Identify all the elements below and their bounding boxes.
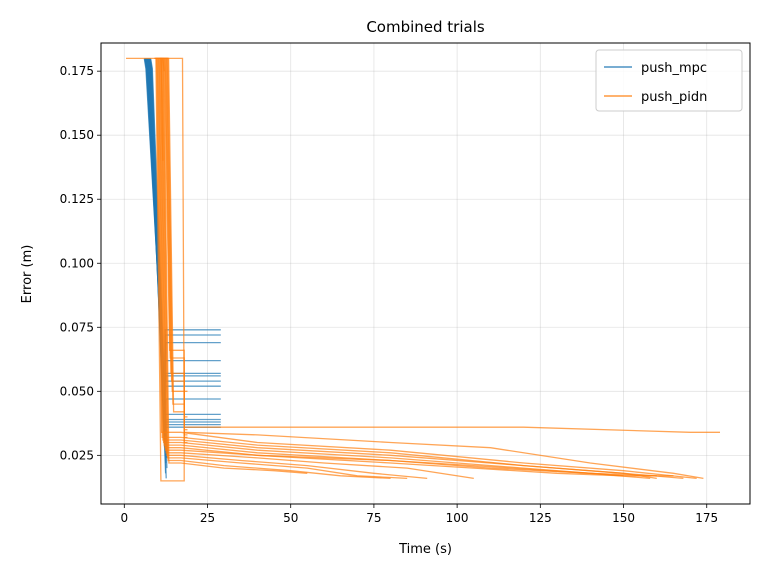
y-tick-label: 0.175	[60, 64, 94, 78]
legend-box	[595, 49, 743, 112]
trial-line	[160, 57, 165, 72]
axes-frame	[100, 42, 751, 505]
y-tick-label: 0.100	[60, 256, 94, 270]
chart-title: Combined trials	[366, 18, 485, 36]
trial-line	[156, 57, 657, 480]
y-axis-label: Error (m)	[20, 245, 35, 304]
y-tick-label: 0.125	[60, 192, 94, 206]
trial-line	[154, 57, 704, 482]
ticks: 0 25 50 75 100 125 150 175 0.025 0.050 0.075 0.100 0…	[60, 64, 719, 525]
x-tick-label: 100	[446, 511, 469, 525]
x-tick-label: 125	[529, 511, 552, 525]
trial-line	[166, 57, 185, 413]
trial-line	[161, 57, 391, 480]
y-tick-label: 0.025	[60, 448, 94, 462]
trial-line	[126, 57, 720, 433]
x-tick-label: 175	[695, 511, 718, 525]
legend-label-push-mpc: push_mpc	[641, 61, 707, 76]
x-tick-label: 50	[283, 511, 298, 525]
x-tick-label: 150	[612, 511, 635, 525]
y-tick-label: 0.050	[60, 384, 94, 398]
series-push-pidn	[126, 57, 720, 482]
x-tick-label: 25	[200, 511, 215, 525]
grid	[101, 43, 750, 504]
plot-area	[126, 57, 720, 482]
x-tick-label: 75	[366, 511, 381, 525]
y-tick-label: 0.075	[60, 320, 94, 334]
x-tick-label: 0	[120, 511, 128, 525]
legend: push_mpc push_pidn	[595, 49, 743, 112]
y-tick-label: 0.150	[60, 128, 94, 142]
x-axis-label: Time (s)	[398, 542, 452, 557]
legend-label-push-pidn: push_pidn	[641, 90, 707, 105]
